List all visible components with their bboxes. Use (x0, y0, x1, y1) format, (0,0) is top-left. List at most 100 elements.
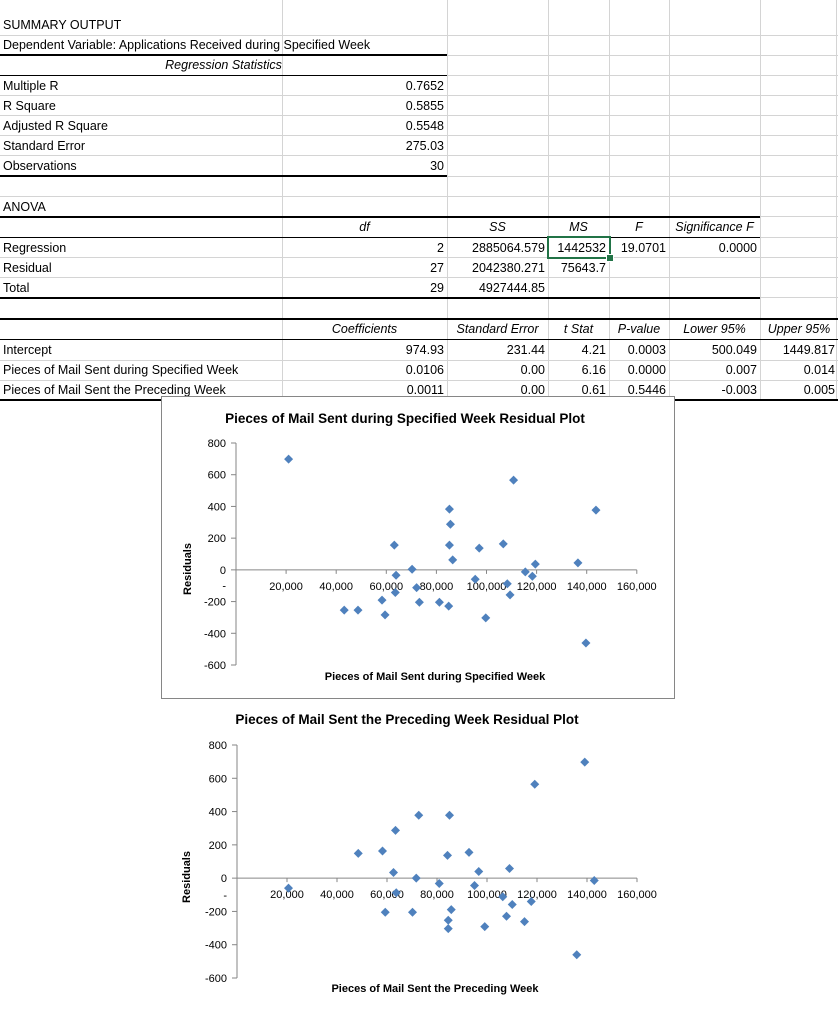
summary-title[interactable]: SUMMARY OUTPUT (3, 18, 122, 32)
stat-value-adjusted-r-square[interactable]: 0.5548 (405, 119, 444, 133)
data-point-marker (284, 883, 293, 893)
spreadsheet-grid[interactable]: SUMMARY OUTPUT Dependent Variable: Appli… (0, 0, 838, 401)
x-tick-labels: 20,000 40,000 60,000 80,000 100,000 120,000 14… (269, 581, 656, 593)
coef-mail-specified-p-value[interactable]: 0.0000 (627, 363, 666, 377)
stat-label-adjusted-r-square[interactable]: Adjusted R Square (3, 119, 108, 133)
coef-header-lower-95[interactable]: Lower 95% (683, 322, 746, 336)
stat-label-multiple-r[interactable]: Multiple R (3, 79, 59, 93)
column-gridline (609, 0, 610, 400)
coef-mail-specified-coefficient[interactable]: 0.0106 (405, 363, 444, 377)
coef-header-standard-error[interactable]: Standard Error (456, 322, 539, 336)
data-point-marker (445, 519, 455, 529)
anova-row-label-residual[interactable]: Residual (3, 261, 52, 275)
anova-regression-ss[interactable]: 2885064.579 (472, 241, 545, 255)
anova-regression-df[interactable]: 2 (437, 241, 444, 255)
data-point-marker (520, 917, 529, 927)
data-point-marker (284, 454, 294, 464)
coef-header-t-stat[interactable]: t Stat (563, 322, 594, 336)
table-border (0, 54, 447, 56)
table-border (0, 75, 447, 76)
data-point-marker (412, 583, 422, 593)
svg-text:-600: -600 (204, 660, 226, 672)
coef-mail-specified-lower-95[interactable]: 0.007 (725, 363, 757, 377)
y-axis-title: Residuals (182, 543, 194, 595)
svg-text:-400: -400 (204, 628, 226, 640)
svg-text:80,000: 80,000 (420, 889, 454, 901)
coef-header-p-value[interactable]: P-value (617, 322, 661, 336)
coef-intercept-p-value[interactable]: 0.0003 (627, 343, 666, 357)
svg-text:-600: -600 (205, 973, 227, 985)
anova-row-label-regression[interactable]: Regression (3, 241, 67, 255)
anova-header-ss[interactable]: SS (489, 220, 506, 234)
data-point-marker (505, 863, 514, 873)
row-gridline (0, 115, 838, 116)
svg-text:100,000: 100,000 (467, 889, 507, 901)
selected-cell-indicator[interactable] (547, 236, 611, 259)
coef-mail-preceding-standard-error[interactable]: 0.00 (520, 383, 545, 397)
anova-total-ss[interactable]: 4927444.85 (478, 281, 545, 295)
data-point-marker (414, 597, 424, 607)
anova-residual-ss[interactable]: 2042380.271 (472, 261, 545, 275)
data-point-marker (480, 922, 490, 932)
svg-text:600: 600 (208, 470, 226, 482)
anova-header-df[interactable]: df (359, 220, 370, 234)
coef-intercept-t-stat[interactable]: 4.21 (581, 343, 606, 357)
coef-mail-preceding-coefficient[interactable]: 0.0011 (406, 383, 444, 397)
coef-intercept-coefficient[interactable]: 974.93 (405, 343, 444, 357)
anova-regression-significance-f[interactable]: 0.0000 (718, 241, 757, 255)
dependent-variable-label[interactable]: Dependent Variable: Applications Receive… (3, 38, 371, 52)
svg-text:40,000: 40,000 (319, 581, 353, 593)
coef-row-label-mail-specified-week[interactable]: Pieces of Mail Sent during Specified Wee… (3, 363, 239, 377)
residual-plot-specified-week[interactable]: Pieces of Mail Sent during Specified Wee… (161, 396, 675, 699)
column-gridline (836, 0, 837, 400)
stat-value-r-square[interactable]: 0.5855 (405, 99, 444, 113)
anova-header-f[interactable]: F (635, 220, 643, 234)
table-border (0, 297, 760, 299)
anova-row-label-total[interactable]: Total (3, 281, 30, 295)
coef-mail-preceding-upper-95[interactable]: 0.005 (803, 383, 835, 397)
coef-mail-preceding-p-value[interactable]: 0.5446 (627, 383, 666, 397)
row-gridline (0, 277, 838, 278)
data-point-marker (591, 505, 601, 515)
coef-header-upper-95[interactable]: Upper 95% (767, 322, 831, 336)
anova-title[interactable]: ANOVA (3, 200, 46, 214)
stat-label-standard-error[interactable]: Standard Error (3, 139, 85, 153)
coef-mail-specified-standard-error[interactable]: 0.00 (520, 363, 545, 377)
coef-mail-preceding-t-stat[interactable]: 0.61 (581, 383, 606, 397)
stat-value-standard-error[interactable]: 275.03 (405, 139, 444, 153)
data-point-marker (380, 907, 390, 917)
svg-text:400: 400 (209, 807, 227, 819)
fill-handle[interactable] (606, 254, 614, 262)
data-point-marker (443, 915, 453, 925)
stat-label-r-square[interactable]: R Square (3, 99, 56, 113)
coef-intercept-upper-95[interactable]: 1449.817 (782, 343, 835, 357)
table-border (0, 216, 760, 218)
svg-text:120,000: 120,000 (517, 581, 557, 593)
coef-header-coefficients[interactable]: Coefficients (331, 322, 398, 336)
anova-residual-df[interactable]: 27 (430, 261, 444, 275)
svg-text:200: 200 (208, 533, 226, 545)
coef-intercept-standard-error[interactable]: 231.44 (506, 343, 545, 357)
data-point-marker (530, 559, 540, 569)
anova-residual-ms[interactable]: 75643.7 (560, 261, 606, 275)
anova-header-ms[interactable]: MS (569, 220, 588, 234)
coef-row-label-intercept[interactable]: Intercept (3, 343, 52, 357)
coef-mail-specified-upper-95[interactable]: 0.014 (803, 363, 835, 377)
stat-value-multiple-r[interactable]: 0.7652 (405, 79, 444, 93)
data-point-marker (391, 825, 400, 835)
stat-label-observations[interactable]: Observations (3, 159, 77, 173)
anova-regression-ms[interactable]: 1442532 (557, 241, 606, 255)
anova-total-df[interactable]: 29 (430, 281, 444, 295)
stat-value-observations[interactable]: 30 (430, 159, 444, 173)
anova-header-significance-f[interactable]: Significance F (675, 220, 754, 234)
coef-intercept-lower-95[interactable]: 500.049 (711, 343, 757, 357)
coef-row-label-mail-preceding-week[interactable]: Pieces of Mail Sent the Preceding Week (3, 383, 226, 397)
svg-text:600: 600 (209, 773, 227, 785)
coef-mail-preceding-lower-95[interactable]: -0.003 (721, 383, 757, 397)
anova-regression-f[interactable]: 19.0701 (620, 241, 666, 255)
residual-plot-preceding-week[interactable]: Pieces of Mail Sent the Preceding Week R… (161, 700, 675, 1013)
regression-statistics-header[interactable]: Regression Statistics (165, 58, 282, 72)
data-point-marker (502, 579, 512, 589)
svg-text:400: 400 (208, 501, 226, 513)
coef-mail-specified-t-stat[interactable]: 6.16 (581, 363, 606, 377)
